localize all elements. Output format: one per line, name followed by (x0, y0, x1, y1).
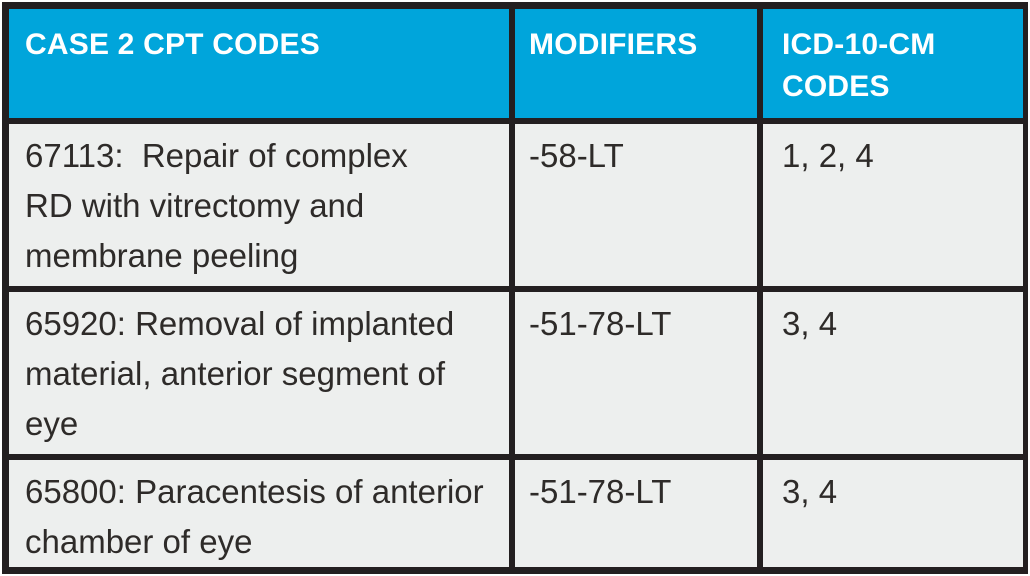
header-cell-modifiers: MODIFIERS (515, 9, 757, 118)
cell-modifiers-row2: -51-78-LT (515, 292, 757, 454)
header-cell-icd-codes: ICD-10-CM CODES (763, 9, 1023, 118)
cell-modifiers-row3: -51-78-LT (515, 460, 757, 567)
cell-icd-codes-row2: 3, 4 (763, 292, 1023, 454)
cell-modifiers-row1: -58-LT (515, 124, 757, 286)
cell-cpt-description-row2: 65920: Removal of implanted material, an… (9, 292, 509, 454)
cell-icd-codes-row1: 1, 2, 4 (763, 124, 1023, 286)
cell-cpt-description-row3: 65800: Paracentesis of anterior chamber … (9, 460, 509, 567)
header-cell-cpt-codes: CASE 2 CPT CODES (9, 9, 509, 118)
cell-cpt-description-row1: 67113: Repair of complex RD with vitrect… (9, 124, 509, 286)
cell-icd-codes-row3: 3, 4 (763, 460, 1023, 567)
